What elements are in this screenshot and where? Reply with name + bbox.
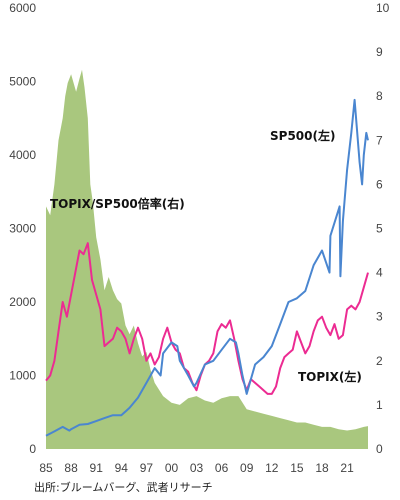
ratio-area <box>46 69 368 449</box>
x-tick-label: 03 <box>190 461 204 475</box>
left-tick-label: 6000 <box>9 1 36 15</box>
source-note: 出所:ブルームバーグ、武者リサーチ <box>34 480 213 494</box>
x-tick-label: 18 <box>315 461 329 475</box>
x-tick-label: 12 <box>265 461 279 475</box>
left-axis: 0 1000 2000 3000 4000 5000 6000 <box>9 1 36 456</box>
topix-label: TOPIX(左) <box>298 369 362 384</box>
x-tick-label: 00 <box>165 461 179 475</box>
right-tick-label: 5 <box>376 222 383 236</box>
right-tick-label: 8 <box>376 89 383 103</box>
right-tick-label: 6 <box>376 177 383 191</box>
x-tick-label: 94 <box>115 461 129 475</box>
x-tick-label: 97 <box>140 461 154 475</box>
right-tick-label: 0 <box>376 442 383 456</box>
right-tick-label: 4 <box>376 266 383 280</box>
right-tick-label: 1 <box>376 398 383 412</box>
x-tick-label: 21 <box>340 461 354 475</box>
right-tick-label: 9 <box>376 45 383 59</box>
ratio-label: TOPIX/SP500倍率(右) <box>50 196 185 211</box>
x-tick-label: 85 <box>39 461 53 475</box>
left-tick-label: 4000 <box>9 148 36 162</box>
x-tick-label: 06 <box>215 461 229 475</box>
right-tick-label: 7 <box>376 133 383 147</box>
sp500-label: SP500(左) <box>270 128 335 143</box>
x-tick-label: 15 <box>290 461 304 475</box>
x-axis: 85 88 91 94 97 00 03 06 09 12 15 18 21 <box>39 461 354 475</box>
right-tick-label: 2 <box>376 354 383 368</box>
left-tick-label: 3000 <box>9 222 36 236</box>
left-tick-label: 1000 <box>9 369 36 383</box>
left-tick-label: 2000 <box>9 295 36 309</box>
right-tick-label: 3 <box>376 310 383 324</box>
x-tick-label: 88 <box>64 461 78 475</box>
right-axis: 0 1 2 3 4 5 6 7 8 9 10 <box>376 1 390 456</box>
sp500-line <box>45 98 369 437</box>
plot-area <box>45 69 369 449</box>
right-tick-label: 10 <box>376 1 390 15</box>
left-tick-label: 0 <box>29 442 36 456</box>
x-tick-label: 09 <box>240 461 254 475</box>
x-tick-label: 91 <box>90 461 104 475</box>
left-tick-label: 5000 <box>9 75 36 89</box>
